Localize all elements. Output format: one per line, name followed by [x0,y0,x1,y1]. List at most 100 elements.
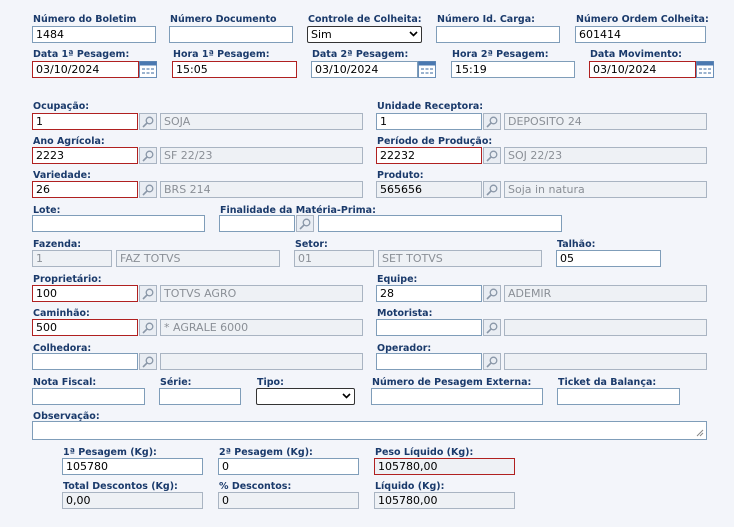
idcarga-input[interactable] [436,26,560,43]
documento-label: Número Documento [170,14,277,25]
boletim-input[interactable]: 1484 [32,26,156,43]
chevron-down-icon [342,393,351,399]
search-icon[interactable] [139,147,157,164]
calendar-icon[interactable] [139,61,157,78]
setor-code: 01 [294,250,374,267]
calendar-icon[interactable] [418,61,436,78]
ticket-input[interactable] [557,388,680,405]
ocupacao-code[interactable]: 1 [32,113,138,130]
produto-code[interactable]: 565656 [376,181,482,198]
ocupacao-label: Ocupação: [33,101,90,112]
observacao-textarea[interactable] [32,421,707,440]
search-icon[interactable] [139,181,157,198]
pesoliq-label: Peso Líquido (Kg): [375,447,474,458]
notafiscal-label: Nota Fiscal: [33,377,97,388]
caminhao-code[interactable]: 500 [32,319,138,336]
fazenda-code: 1 [32,250,112,267]
ocupacao-desc: SOJA [160,113,363,130]
observacao-label: Observação: [33,411,100,422]
data1-input[interactable]: 03/10/2024 [32,61,139,78]
search-icon[interactable] [139,285,157,302]
peso1-input[interactable]: 105780 [62,458,203,475]
colhedora-code[interactable] [32,353,138,370]
resize-grip-icon[interactable] [695,428,704,437]
finalidade-desc [318,215,562,232]
equipe-desc: ADEMIR [504,285,707,302]
periodo-desc: SOJ 22/23 [504,147,707,164]
search-icon[interactable] [483,113,501,130]
anoagricola-desc: SF 22/23 [160,147,363,164]
anoagricola-code[interactable]: 2223 [32,147,138,164]
motorista-label: Motorista: [377,308,433,319]
proprietario-label: Proprietário: [33,274,102,285]
peso2-input[interactable]: 0 [218,458,359,475]
produto-desc: Soja in natura [504,181,707,198]
percdesc-label: % Descontos: [219,481,292,492]
search-icon[interactable] [139,113,157,130]
caminhao-label: Caminhão: [33,308,90,319]
data2-label: Data 2ª Pesagem: [312,49,409,60]
finalidade-label: Finalidade da Matéria-Prima: [220,205,376,216]
periodo-label: Período de Produção: [377,136,493,147]
search-icon[interactable] [483,353,501,370]
proprietario-code[interactable]: 100 [32,285,138,302]
data2-input[interactable]: 03/10/2024 [311,61,418,78]
proprietario-desc: TOTVS AGRO [160,285,363,302]
controle-value: Sim [311,28,332,41]
documento-input[interactable] [169,26,293,43]
data1-label: Data 1ª Pesagem: [33,49,130,60]
search-icon[interactable] [483,285,501,302]
variedade-desc: BRS 214 [160,181,363,198]
hora2-input[interactable]: 15:19 [451,61,575,78]
liquido-label: Líquido (Kg): [375,481,445,492]
fazenda-label: Fazenda: [33,239,82,250]
lote-label: Lote: [33,205,61,216]
talhao-input[interactable]: 05 [556,250,661,267]
totaldesc-label: Total Descontos (Kg): [63,481,178,492]
equipe-label: Equipe: [377,274,418,285]
serie-input[interactable] [159,388,241,405]
chevron-down-icon [409,31,418,37]
motorista-code[interactable] [376,319,482,336]
search-icon[interactable] [483,147,501,164]
produto-label: Produto: [377,170,424,181]
finalidade-code[interactable] [219,215,295,232]
notafiscal-input[interactable] [32,388,145,405]
ordem-label: Número Ordem Colheita: [576,14,709,25]
idcarga-label: Número Id. Carga: [437,14,535,25]
search-icon[interactable] [139,353,157,370]
talhao-label: Talhão: [557,239,596,250]
datamov-input[interactable]: 03/10/2024 [589,61,696,78]
peso2-label: 2ª Pesagem (Kg): [219,447,313,458]
peso1-label: 1ª Pesagem (Kg): [63,447,157,458]
hora2-label: Hora 2ª Pesagem: [452,49,549,60]
unidade-desc: DEPOSITO 24 [504,113,707,130]
variedade-code[interactable]: 26 [32,181,138,198]
search-icon[interactable] [483,181,501,198]
lote-input[interactable] [32,215,205,232]
unidade-label: Unidade Receptora: [377,101,484,112]
caminhao-desc: * AGRALE 6000 [160,319,363,336]
search-icon[interactable] [139,319,157,336]
setor-label: Setor: [295,239,328,250]
search-icon[interactable] [483,319,501,336]
setor-desc: SET TOTVS [378,250,542,267]
controle-select[interactable]: Sim [307,26,422,43]
calendar-icon[interactable] [696,61,714,78]
fazenda-desc: FAZ TOTVS [116,250,280,267]
colhedora-label: Colhedora: [33,343,92,354]
operador-code[interactable] [376,353,482,370]
controle-label: Controle de Colheita: [308,14,422,25]
equipe-code[interactable]: 28 [376,285,482,302]
unidade-code[interactable]: 1 [376,113,482,130]
liquido-input: 105780,00 [374,492,515,509]
boletim-label: Número do Boletim [33,14,137,25]
search-icon[interactable] [296,215,314,232]
hora1-input[interactable]: 15:05 [172,61,297,78]
ordem-input[interactable]: 601414 [575,26,706,43]
hora1-label: Hora 1ª Pesagem: [173,49,270,60]
pesagemext-input[interactable] [371,388,543,405]
serie-label: Série: [160,377,192,388]
tipo-select[interactable] [256,388,355,405]
periodo-code[interactable]: 22232 [376,147,482,164]
